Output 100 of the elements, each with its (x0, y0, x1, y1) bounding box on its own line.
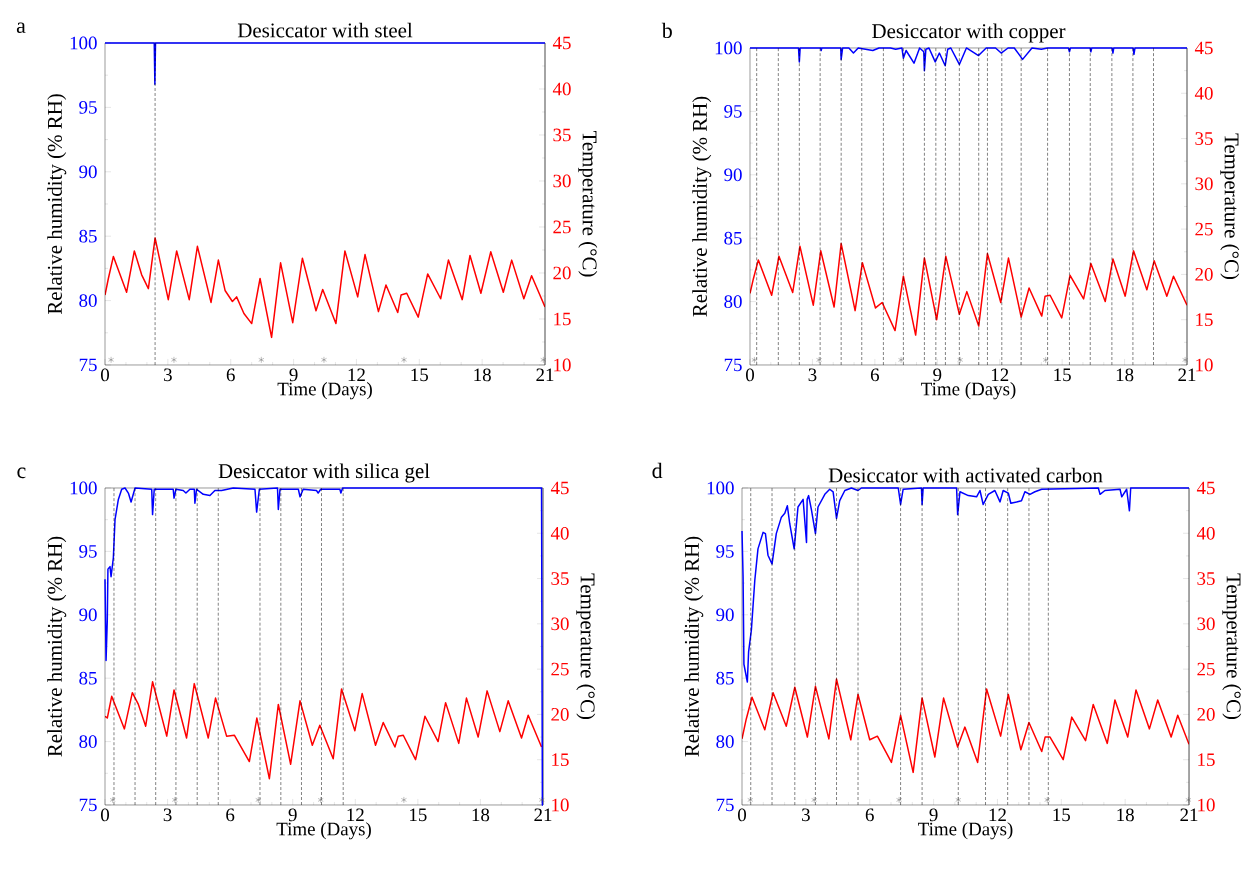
chart-title: Desiccator with activated carbon (828, 467, 1103, 483)
x-tick-label: 12 (991, 368, 1009, 382)
y-tick-label: 80 (79, 735, 97, 748)
y-tick-label: 100 (70, 481, 97, 495)
y-axis-title: Relative humidity (% RH) (692, 96, 712, 317)
y2-tick-label: 25 (1197, 662, 1215, 676)
x-tick-label: 0 (738, 808, 747, 822)
x-tick-label: 18 (1117, 808, 1134, 822)
y-tick-label: 90 (724, 168, 742, 182)
y2-tick-label: 10 (1198, 798, 1215, 812)
x-tick-label: 21 (1178, 368, 1196, 382)
y2-tick-label: 40 (1194, 86, 1213, 100)
x-tick-label: 12 (989, 808, 1006, 822)
y-axis-title: Relative humidity (% RH) (684, 536, 704, 757)
x-tick-label: 21 (534, 808, 552, 822)
y-tick-label: 85 (716, 671, 734, 685)
y2-tick-label: 35 (551, 572, 569, 585)
x-tick-label: 12 (347, 808, 364, 822)
text: a (16, 22, 26, 34)
y-tick-label: 95 (79, 101, 97, 114)
y2-tick-label: 40 (550, 526, 569, 540)
y2-axis-title: Temperature (°C) (578, 130, 598, 277)
x-tick-label: 0 (101, 808, 110, 822)
y-tick-label: 95 (79, 545, 97, 558)
x-tick-label: 6 (870, 368, 880, 382)
y-tick-label: 85 (79, 229, 97, 243)
y2-tick-label: 30 (551, 617, 569, 631)
x-axis-title: Time (Days) (918, 822, 1013, 840)
y-axis-title: Relative humidity (% RH) (47, 94, 67, 315)
y-tick-label: 75 (79, 358, 97, 372)
text: d (652, 462, 663, 479)
x-tick-label: 15 (1053, 808, 1071, 822)
y-tick-label: 100 (707, 481, 734, 495)
chart-title: Desiccator with copper (872, 23, 1066, 43)
y2-tick-label: 15 (1198, 753, 1215, 767)
x-tick-label: 6 (226, 368, 235, 382)
y2-tick-label: 35 (553, 128, 571, 142)
y2-tick-label: 20 (553, 266, 571, 280)
y-tick-label: 95 (724, 105, 742, 118)
y2-tick-label: 10 (552, 798, 569, 812)
x-tick-label: 0 (101, 368, 110, 382)
y2-tick-label: 10 (554, 358, 571, 372)
y-tick-label: 100 (715, 41, 742, 55)
y2-tick-label: 10 (1196, 358, 1213, 372)
text: b (661, 22, 672, 39)
x-tick-label: 21 (1180, 808, 1198, 822)
y-axis-title: Relative humidity (% RH) (47, 536, 67, 757)
y2-tick-label: 25 (553, 220, 571, 234)
x-tick-label: 15 (410, 808, 427, 822)
y2-tick-label: 20 (1195, 268, 1213, 281)
y2-tick-label: 25 (1195, 222, 1213, 236)
x-tick-label: 6 (865, 808, 874, 822)
y2-tick-label: 20 (551, 708, 569, 721)
y-tick-label: 85 (724, 231, 742, 245)
y-tick-label: 75 (79, 798, 97, 812)
y2-tick-label: 15 (554, 312, 571, 326)
chart-title: Desiccator with silica gel (218, 463, 430, 483)
x-axis-title: Time (Days) (921, 382, 1016, 400)
y2-tick-label: 40 (552, 82, 571, 96)
y2-axis-title: Temperature (°C) (1220, 133, 1240, 280)
x-tick-label: 18 (474, 368, 491, 382)
x-tick-label: 18 (1116, 368, 1134, 382)
y-tick-label: 90 (79, 165, 97, 179)
y2-axis-title: Temperature (°C) (576, 573, 596, 720)
x-tick-label: 21 (536, 368, 554, 382)
y2-tick-label: 30 (1197, 617, 1215, 631)
y-tick-label: 75 (724, 358, 742, 372)
y2-tick-label: 30 (1195, 177, 1213, 191)
text: c (17, 467, 26, 479)
x-tick-label: 3 (164, 368, 172, 382)
y2-tick-label: 45 (552, 36, 571, 50)
y2-tick-label: 15 (1196, 313, 1213, 327)
y2-tick-label: 35 (1195, 132, 1213, 145)
chart-title: Desiccator with steel (237, 22, 413, 38)
x-tick-label: 3 (163, 808, 172, 822)
y-tick-label: 90 (79, 608, 97, 622)
y2-tick-label: 20 (1197, 708, 1215, 721)
y2-tick-label: 25 (551, 662, 569, 676)
y2-axis-title: Temperature (°C) (1222, 573, 1242, 720)
y-tick-label: 100 (70, 36, 97, 50)
y-tick-label: 80 (716, 735, 734, 748)
x-tick-label: 15 (1054, 368, 1071, 382)
x-tick-label: 3 (808, 368, 817, 382)
x-tick-label: 9 (288, 808, 297, 822)
y2-tick-label: 45 (1194, 41, 1213, 55)
y-tick-label: 90 (716, 608, 734, 622)
y2-tick-label: 15 (552, 753, 569, 767)
x-tick-label: 12 (348, 368, 365, 382)
x-tick-label: 9 (289, 368, 298, 382)
x-axis-title: Time (Days) (276, 822, 371, 840)
y2-tick-label: 35 (1197, 572, 1215, 585)
y-tick-label: 80 (79, 294, 97, 307)
x-tick-label: 18 (472, 808, 490, 822)
y-tick-label: 85 (79, 671, 97, 685)
y2-tick-label: 45 (550, 481, 569, 495)
y2-tick-label: 30 (553, 174, 571, 188)
x-tick-label: 9 (933, 368, 942, 382)
x-axis-title: Time (Days) (277, 382, 372, 400)
x-tick-label: 3 (802, 808, 810, 822)
y-tick-label: 80 (724, 295, 742, 308)
